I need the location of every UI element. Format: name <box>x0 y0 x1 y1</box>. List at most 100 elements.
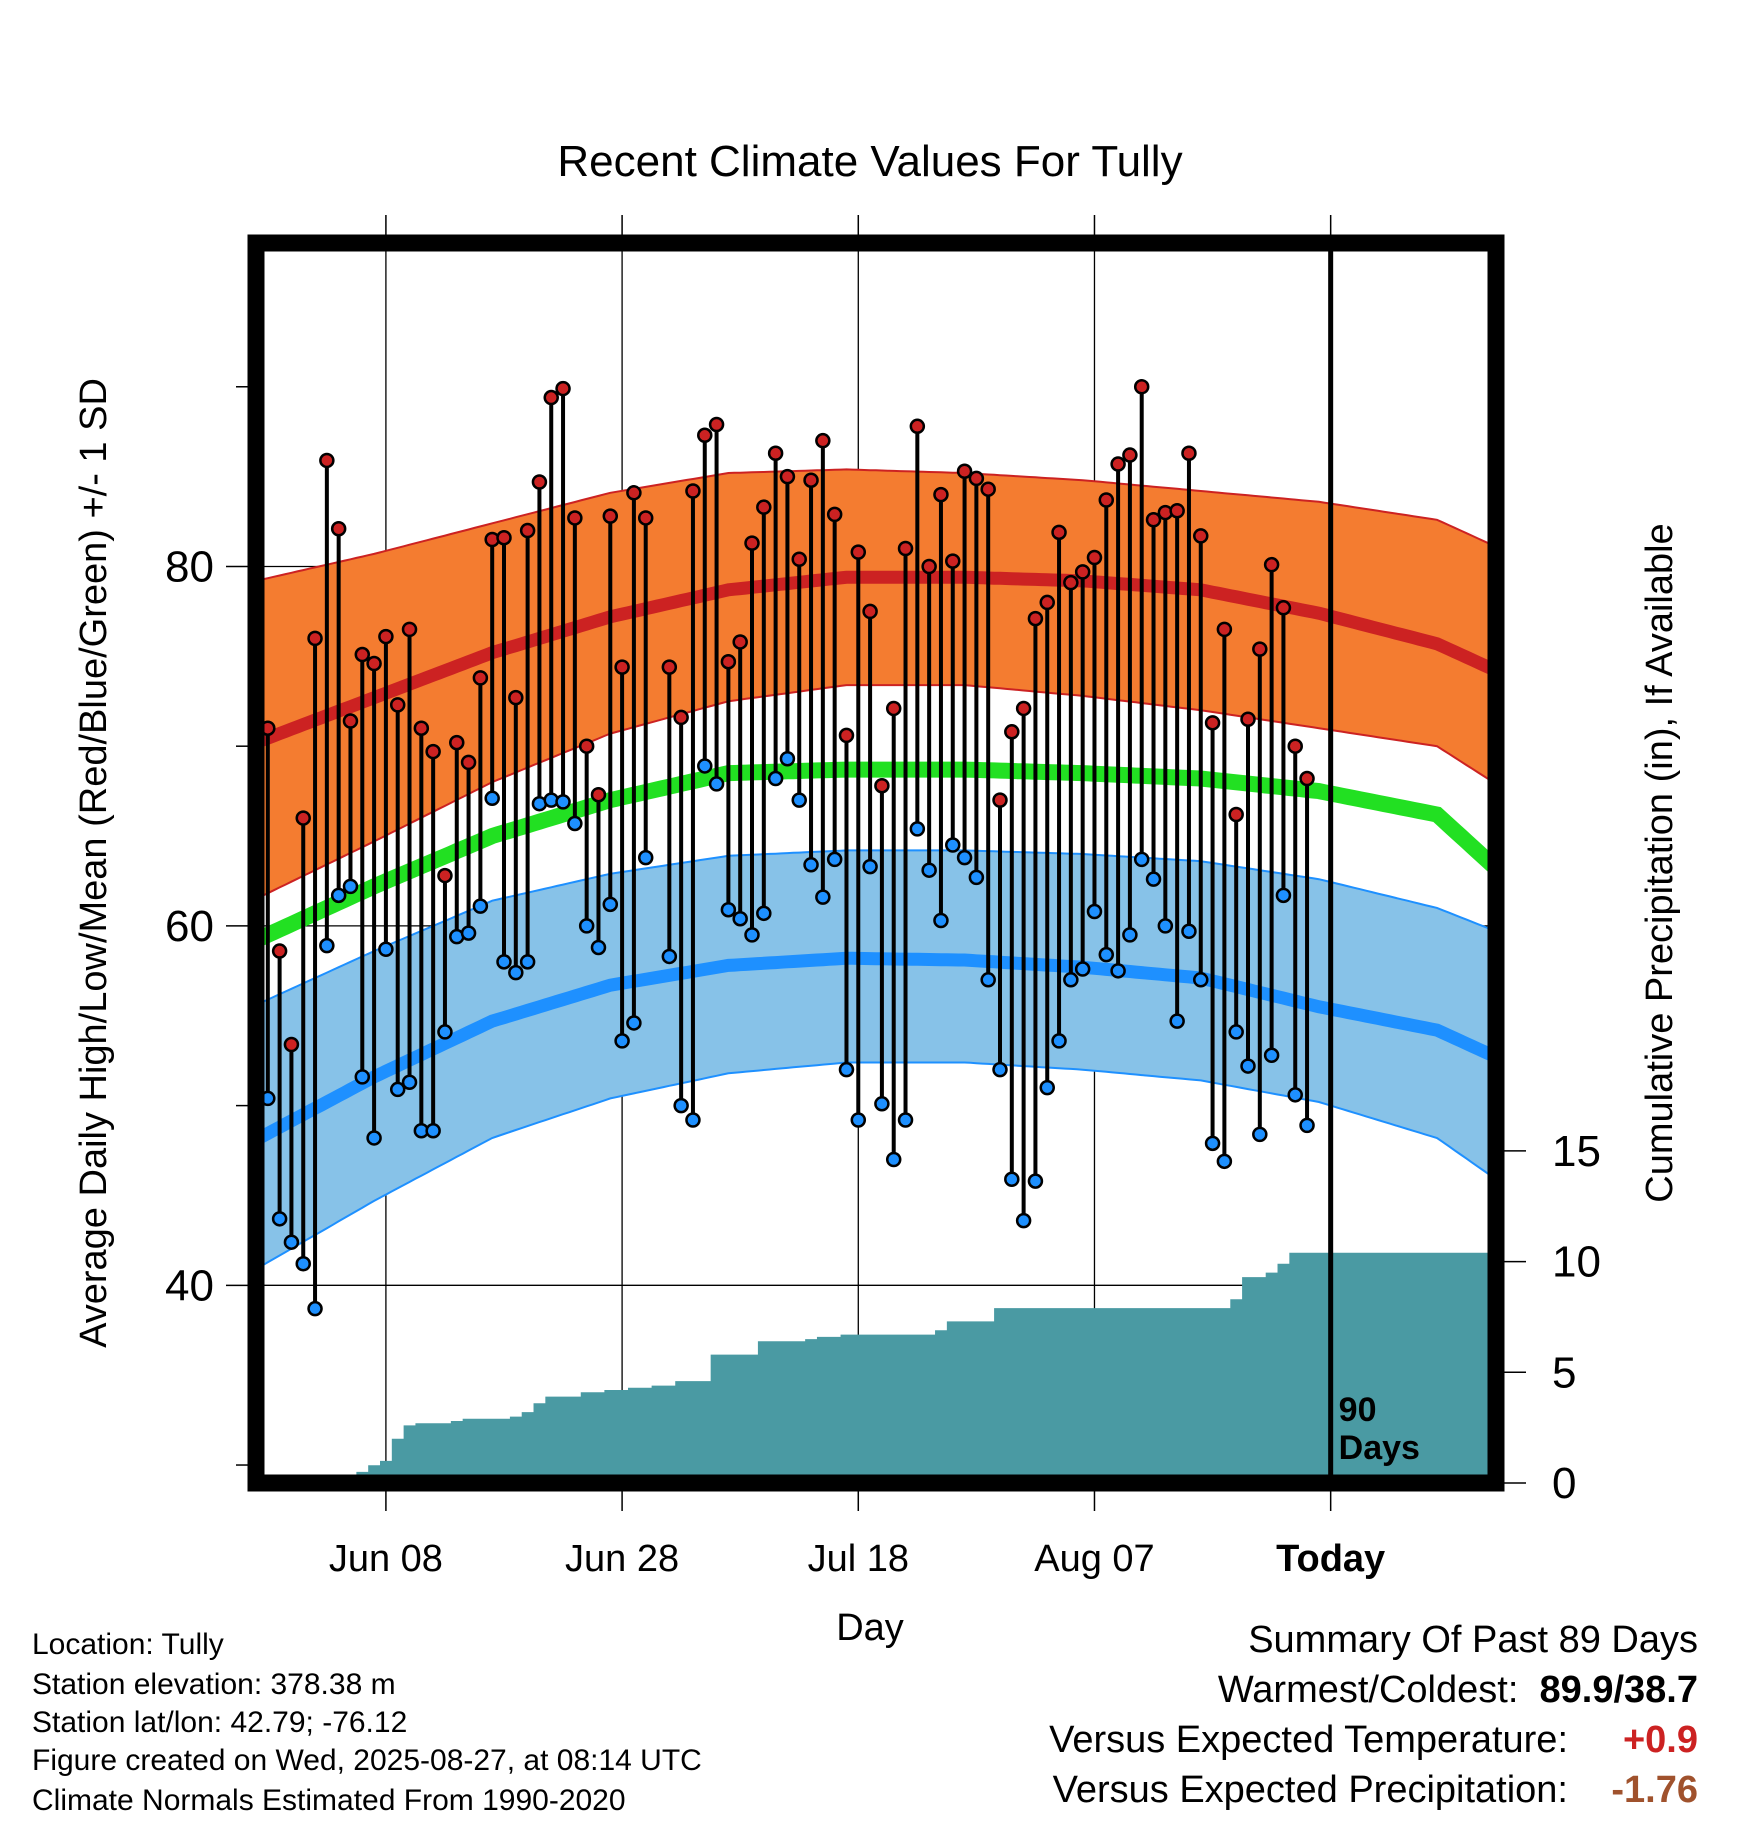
low-point <box>909 821 926 837</box>
low-point <box>945 837 961 853</box>
high-point <box>661 659 678 675</box>
high-point <box>708 416 725 433</box>
high-point <box>720 653 737 670</box>
high-point <box>295 810 311 826</box>
low-point <box>1004 1171 1020 1188</box>
high-point <box>531 474 548 490</box>
x-tick-label: Jul 18 <box>808 1538 909 1580</box>
low-point <box>980 972 996 988</box>
low-point <box>1039 1079 1055 1096</box>
high-point <box>1145 512 1162 528</box>
low-point <box>295 1256 311 1272</box>
normal-low-line <box>252 951 1499 1146</box>
high-point <box>862 603 878 620</box>
high-point <box>697 427 713 444</box>
low-point <box>673 1097 689 1114</box>
high-point <box>1252 641 1268 657</box>
high-point <box>342 713 359 729</box>
high-point <box>850 544 867 560</box>
summary-warmest-coldest: Warmest/Coldest: 89.9/38.7 <box>1218 1670 1698 1710</box>
low-point <box>1181 923 1197 940</box>
low-point <box>1252 1126 1268 1143</box>
high-point <box>366 655 382 672</box>
y2-tick-label: 0 <box>1552 1459 1576 1508</box>
footer-normals-note: Climate Normals Estimated From 1990-2020 <box>32 1784 626 1817</box>
daily-range-sticks <box>254 386 1310 1309</box>
low-point <box>1027 1173 1044 1189</box>
high-point <box>1181 445 1197 462</box>
high-point <box>1098 492 1115 508</box>
low-point <box>366 1130 382 1146</box>
precip-area <box>250 1252 1497 1483</box>
summary-warmest-coldest-label: Warmest/Coldest: <box>1217 1669 1519 1711</box>
high-point <box>909 418 926 435</box>
high-point <box>378 628 394 645</box>
high-point <box>1228 806 1244 823</box>
x-tick-label: Jun 28 <box>565 1538 679 1580</box>
low-point <box>1063 972 1079 988</box>
high-point <box>1051 524 1067 541</box>
low-point <box>519 954 536 970</box>
high-point <box>992 792 1008 808</box>
y2-tick-label: 15 <box>1552 1127 1601 1176</box>
today-days-label: Days <box>1339 1429 1420 1467</box>
low-point <box>685 1112 701 1128</box>
high-point <box>791 551 807 568</box>
x-tick-label: Aug 07 <box>1034 1538 1154 1580</box>
high-point <box>1039 594 1055 611</box>
high-point <box>779 468 796 485</box>
high-point <box>626 485 642 501</box>
low-point <box>791 792 807 808</box>
low-point <box>826 851 843 868</box>
low-point <box>1122 927 1138 943</box>
high-point <box>307 630 323 647</box>
high-point <box>874 777 890 794</box>
high-point <box>685 483 701 499</box>
low-point <box>637 849 654 866</box>
footer-location: Location: Tully <box>32 1628 224 1661</box>
footer-latlon: Station lat/lon: 42.79; -76.12 <box>32 1706 408 1739</box>
high-point <box>1004 724 1020 740</box>
summary-temp-value: +0.9 <box>1622 1719 1698 1761</box>
low-point <box>330 887 347 904</box>
low-point <box>389 1081 406 1098</box>
summary-temp-label: Versus Expected Temperature: <box>1049 1719 1568 1761</box>
high-point <box>1263 556 1280 573</box>
low-point <box>874 1096 890 1112</box>
low-point <box>1275 887 1292 904</box>
low-point <box>1228 1024 1244 1040</box>
high-point <box>472 670 489 686</box>
low-point <box>1015 1212 1032 1229</box>
low-point <box>732 910 748 927</box>
high-point <box>815 432 831 449</box>
low-point <box>779 751 796 767</box>
low-point <box>283 1234 300 1250</box>
summary-title: Summary Of Past 89 Days <box>1248 1619 1698 1661</box>
low-point <box>1110 963 1126 979</box>
normal-mean-line <box>252 761 1502 948</box>
high-point <box>897 540 914 557</box>
low-point <box>956 849 973 866</box>
high-point <box>425 743 441 760</box>
high-point <box>1287 738 1303 754</box>
high-point <box>1169 503 1185 519</box>
high-point <box>1074 564 1091 580</box>
low-point <box>921 862 937 878</box>
footer-created: Figure created on Wed, 2025-08-27, at 08… <box>32 1744 702 1777</box>
high-point <box>1015 700 1032 717</box>
daily-points <box>248 379 1315 1317</box>
high-point <box>319 452 335 469</box>
low-point <box>508 964 524 981</box>
low-point <box>354 1069 371 1085</box>
summary-precip-label: Versus Expected Precipitation: <box>1052 1769 1568 1811</box>
plot-frame <box>247 234 1505 1492</box>
high-point <box>826 506 843 523</box>
x-axis-label: Day <box>836 1607 904 1649</box>
low-point <box>992 1061 1008 1078</box>
low-point <box>484 790 500 807</box>
high-point <box>508 689 524 706</box>
y2-tick-label: 5 <box>1552 1348 1576 1397</box>
low-point <box>496 954 512 970</box>
y2-axis-label: Cumulative Precipitation (in), If Availa… <box>1639 523 1681 1202</box>
